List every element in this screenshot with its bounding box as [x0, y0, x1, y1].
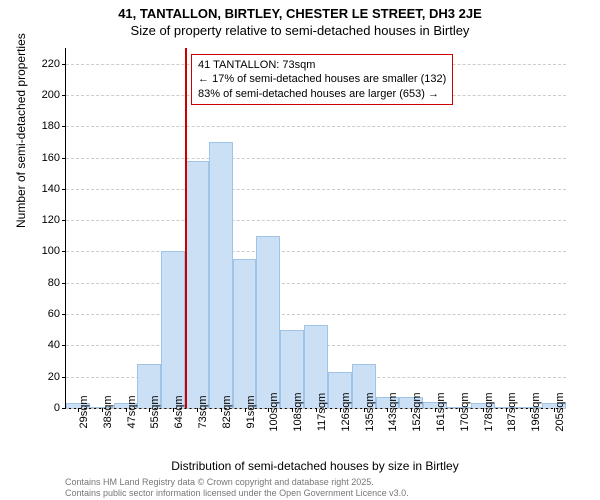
x-tick-mark [459, 408, 460, 412]
annotation-line2: 83% of semi-detached houses are larger (… [198, 87, 446, 101]
gridline [66, 283, 566, 284]
plot-area: 02040608010012014016018020022029sqm38sqm… [65, 48, 566, 409]
x-tick-label: 187sqm [506, 392, 518, 431]
histogram-bar [209, 142, 233, 408]
histogram-bar [185, 161, 209, 408]
gridline [66, 126, 566, 127]
y-tick-mark [62, 408, 66, 409]
x-tick-label: 117sqm [316, 393, 328, 431]
y-tick-label: 60 [48, 308, 60, 320]
y-tick-mark [62, 95, 66, 96]
subject-property-marker [185, 48, 187, 408]
gridline [66, 158, 566, 159]
x-tick-label: 205sqm [554, 392, 566, 431]
annotation-line1: ← 17% of semi-detached houses are smalle… [198, 72, 446, 86]
y-tick-mark [62, 220, 66, 221]
x-tick-label: 29sqm [78, 395, 90, 428]
x-tick-mark [292, 408, 293, 412]
x-tick-label: 108sqm [292, 392, 304, 431]
x-tick-mark [411, 408, 412, 412]
x-tick-mark [340, 408, 341, 412]
y-tick-label: 20 [48, 371, 60, 383]
gridline [66, 189, 566, 190]
y-tick-mark [62, 345, 66, 346]
y-tick-label: 160 [42, 152, 60, 164]
x-tick-label: 196sqm [530, 392, 542, 431]
x-tick-mark [173, 408, 174, 412]
x-tick-mark [316, 408, 317, 412]
x-tick-mark [126, 408, 127, 412]
annotation-title: 41 TANTALLON: 73sqm [198, 58, 446, 72]
y-tick-label: 140 [42, 183, 60, 195]
x-tick-label: 126sqm [340, 392, 352, 431]
x-tick-mark [530, 408, 531, 412]
chart-title-main: 41, TANTALLON, BIRTLEY, CHESTER LE STREE… [0, 6, 600, 21]
y-tick-label: 220 [42, 58, 60, 70]
y-tick-label: 0 [54, 402, 60, 414]
x-tick-mark [102, 408, 103, 412]
histogram-bar [161, 251, 185, 408]
x-tick-mark [506, 408, 507, 412]
y-tick-mark [62, 377, 66, 378]
histogram-bar [256, 236, 280, 408]
x-tick-mark [268, 408, 269, 412]
histogram-bar [233, 259, 257, 408]
y-tick-label: 80 [48, 277, 60, 289]
y-tick-label: 100 [42, 245, 60, 257]
gridline [66, 251, 566, 252]
y-tick-mark [62, 158, 66, 159]
x-tick-label: 161sqm [435, 392, 447, 431]
attribution-text: Contains HM Land Registry data © Crown c… [65, 477, 409, 499]
attribution-line2: Contains public sector information licen… [65, 488, 409, 499]
x-tick-mark [245, 408, 246, 412]
y-tick-label: 120 [42, 214, 60, 226]
property-size-histogram: 41, TANTALLON, BIRTLEY, CHESTER LE STREE… [0, 0, 600, 500]
y-tick-mark [62, 189, 66, 190]
x-tick-mark [78, 408, 79, 412]
x-tick-label: 91sqm [245, 395, 257, 428]
x-tick-label: 178sqm [483, 392, 495, 431]
annotation-box: 41 TANTALLON: 73sqm← 17% of semi-detache… [191, 54, 453, 105]
attribution-line1: Contains HM Land Registry data © Crown c… [65, 477, 409, 488]
x-tick-mark [197, 408, 198, 412]
y-tick-mark [62, 283, 66, 284]
x-tick-mark [387, 408, 388, 412]
x-tick-label: 38sqm [102, 395, 114, 428]
x-tick-label: 100sqm [268, 392, 280, 431]
x-tick-label: 47sqm [126, 395, 138, 428]
x-tick-mark [483, 408, 484, 412]
x-tick-label: 82sqm [221, 395, 233, 428]
y-axis-label: Number of semi-detached properties [14, 33, 28, 228]
x-tick-label: 152sqm [411, 392, 423, 431]
y-tick-label: 180 [42, 120, 60, 132]
x-tick-mark [149, 408, 150, 412]
chart-title-sub: Size of property relative to semi-detach… [0, 23, 600, 38]
x-tick-mark [221, 408, 222, 412]
gridline [66, 314, 566, 315]
x-tick-label: 143sqm [387, 392, 399, 431]
gridline [66, 220, 566, 221]
x-tick-mark [435, 408, 436, 412]
x-tick-label: 135sqm [364, 392, 376, 431]
y-tick-mark [62, 314, 66, 315]
x-tick-label: 64sqm [173, 395, 185, 428]
x-tick-label: 170sqm [459, 392, 471, 431]
x-tick-mark [554, 408, 555, 412]
y-tick-mark [62, 251, 66, 252]
x-tick-mark [364, 408, 365, 412]
y-tick-label: 40 [48, 339, 60, 351]
y-tick-mark [62, 126, 66, 127]
x-tick-label: 55sqm [149, 395, 161, 428]
x-axis-label: Distribution of semi-detached houses by … [65, 459, 565, 473]
y-tick-label: 200 [42, 89, 60, 101]
y-tick-mark [62, 64, 66, 65]
x-tick-label: 73sqm [197, 395, 209, 428]
